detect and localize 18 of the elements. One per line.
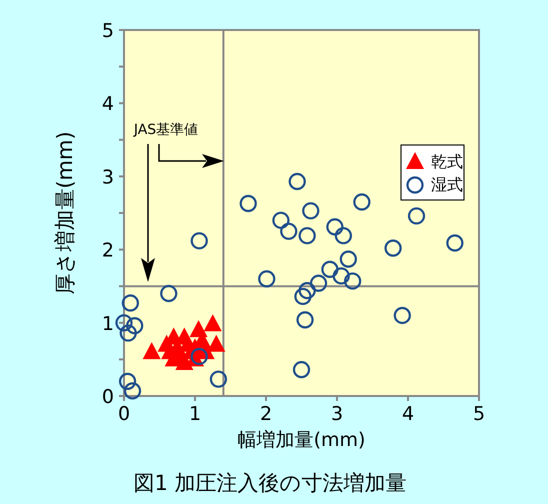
annotation: JAS基準値 <box>132 122 198 138</box>
x-tick-label: 4 <box>402 403 414 425</box>
y-axis-title: 厚さ増加量(mm) <box>53 131 77 295</box>
y-tick-label: 3 <box>102 166 114 188</box>
x-axis-title: 幅増加量(mm) <box>238 429 366 451</box>
y-tick-label: 2 <box>102 240 114 262</box>
x-tick-label: 5 <box>472 403 486 425</box>
y-tick-label: 5 <box>102 20 114 42</box>
y-tick-label: 1 <box>102 312 114 335</box>
text: 図1 加圧注入後の寸法増加量 <box>133 471 407 495</box>
x-tick-label: 0 <box>118 403 130 425</box>
x-tick-label: 1 <box>188 403 202 425</box>
x-tick-label: 3 <box>330 403 344 425</box>
y-tick-label: 4 <box>102 93 114 116</box>
legend-label: 湿式 <box>431 175 463 194</box>
legend-label: 乾式 <box>431 152 463 171</box>
y-tick-label: 0 <box>102 386 114 408</box>
x-tick-label: 2 <box>260 403 272 425</box>
